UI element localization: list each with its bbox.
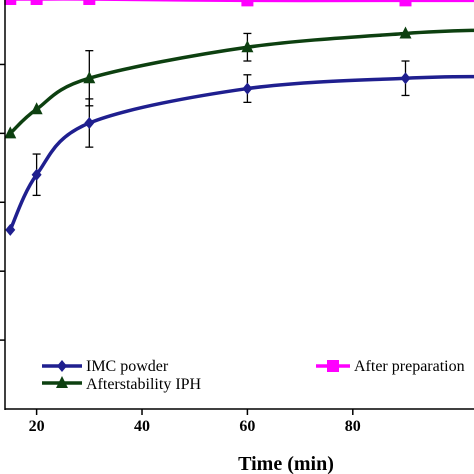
series-after-preparation xyxy=(4,0,474,7)
legend-marker xyxy=(56,376,68,388)
x-axis: 20 40 60 80 xyxy=(5,408,474,435)
data-point xyxy=(4,0,17,5)
data-point xyxy=(241,40,254,53)
series-imc-powder xyxy=(5,60,474,236)
plot-area xyxy=(4,0,474,236)
x-tick-label: 40 xyxy=(134,418,150,435)
legend-entry-imc-powder: IMC powder xyxy=(42,358,169,375)
legend-entry-afterstability-iph: Afterstability IPH xyxy=(42,376,202,393)
series-afterstability-iph xyxy=(4,26,474,139)
data-point xyxy=(241,0,254,7)
legend-label: After preparation xyxy=(354,358,465,375)
data-point xyxy=(30,0,43,5)
series-line xyxy=(8,74,474,231)
data-point xyxy=(242,82,253,95)
data-point xyxy=(83,0,96,5)
y-axis xyxy=(0,0,6,410)
data-point xyxy=(30,102,43,115)
data-point xyxy=(31,168,42,181)
data-point xyxy=(5,223,16,236)
legend-marker xyxy=(57,360,67,372)
x-tick-label: 80 xyxy=(345,418,361,435)
x-tick-label: 20 xyxy=(29,418,45,435)
legend-entry-after-preparation: After preparation xyxy=(316,358,465,375)
data-point xyxy=(400,72,411,85)
legend-label: IMC powder xyxy=(86,358,169,375)
x-axis-title: Time (min) xyxy=(238,453,334,474)
legend-marker xyxy=(327,360,339,372)
x-tick-label: 60 xyxy=(239,418,255,435)
data-point xyxy=(399,26,412,39)
data-point xyxy=(83,71,96,84)
data-point xyxy=(84,117,95,130)
legend-label: Afterstability IPH xyxy=(86,376,202,393)
data-point xyxy=(4,126,17,139)
data-point xyxy=(399,0,412,7)
